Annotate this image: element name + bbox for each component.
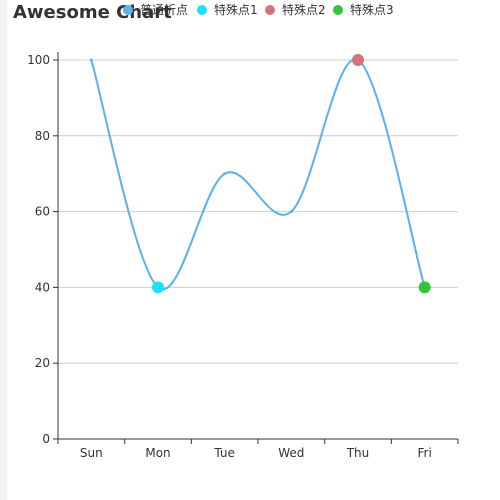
special-point [352, 54, 364, 66]
y-tick-label: 40 [35, 280, 50, 294]
x-tick-label: Tue [213, 446, 235, 460]
y-tick-label: 80 [35, 129, 50, 143]
special-point [418, 281, 431, 294]
x-tick-label: Thu [346, 446, 370, 460]
legend-label: 特殊点2 [282, 2, 326, 17]
special-point [152, 281, 164, 294]
x-tick-label: Mon [145, 446, 170, 460]
legend-label: 特殊点3 [350, 2, 394, 17]
grid-layer [58, 59, 458, 364]
legend-marker [265, 5, 275, 15]
y-tick-label: 0 [42, 432, 50, 446]
data-point [223, 172, 227, 176]
series-line [90, 58, 426, 291]
points-layer [89, 54, 431, 294]
data-point [289, 210, 293, 214]
page-left-strip [0, 0, 7, 500]
legend-marker [333, 5, 343, 15]
series-layer [90, 58, 426, 291]
legend-marker [197, 5, 207, 15]
data-point [89, 58, 93, 62]
y-tick-label: 100 [27, 53, 50, 67]
x-tick-label: Fri [418, 446, 432, 460]
legend-label: 特殊点1 [214, 2, 258, 17]
legend: 普通折点 特殊点1 特殊点2 特殊点3 [123, 2, 394, 17]
y-tick-label: 20 [35, 356, 50, 370]
y-tick-label: 60 [35, 205, 50, 219]
x-tick-label: Wed [278, 446, 304, 460]
x-tick-label: Sun [80, 446, 103, 460]
axis-layer: 0 20 40 60 80 100 Sun Mon Tue Wed Thu Fri [27, 52, 459, 460]
legend-marker [123, 5, 133, 15]
legend-label: 普通折点 [140, 2, 188, 17]
